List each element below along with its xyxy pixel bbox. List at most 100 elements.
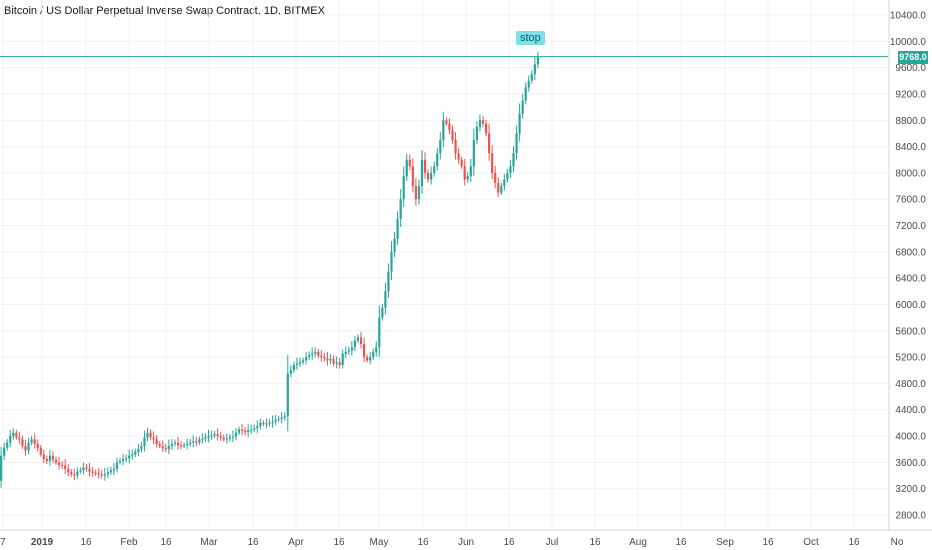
candle — [36, 439, 39, 452]
candle — [320, 350, 323, 362]
candle-body — [186, 443, 189, 446]
candle — [222, 434, 225, 442]
candle-body — [100, 474, 103, 476]
candle-body — [347, 350, 350, 352]
candle — [347, 346, 350, 355]
candle — [228, 433, 231, 442]
candle — [189, 439, 192, 447]
candle-body — [301, 360, 305, 363]
candle — [488, 123, 491, 161]
candle-body — [484, 123, 488, 134]
candle-body — [70, 472, 73, 475]
candle-body — [375, 347, 378, 352]
candle-body — [466, 176, 469, 180]
x-tick-label: 16 — [675, 537, 687, 548]
candle-body — [134, 451, 137, 455]
candle — [384, 282, 387, 315]
y-tick-label: 5600.0 — [895, 326, 926, 337]
candle-body — [393, 238, 396, 252]
candle-body — [405, 159, 408, 177]
candle — [451, 125, 454, 144]
candle — [274, 415, 277, 426]
candle — [234, 428, 238, 441]
candle-body — [286, 373, 289, 417]
candle-body — [265, 423, 268, 425]
y-tick-label: 3200.0 — [895, 484, 926, 495]
candle-body — [36, 443, 39, 448]
x-tick-label: Jun — [458, 537, 474, 548]
y-tick-label: 6000.0 — [895, 300, 926, 311]
x-tick-label: Mar — [200, 537, 218, 548]
candle-body — [372, 351, 375, 358]
candle — [332, 355, 335, 367]
candle — [439, 132, 442, 160]
y-tick-label: 4400.0 — [895, 405, 926, 416]
candle-body — [259, 422, 262, 427]
candle — [271, 415, 274, 428]
candle — [533, 57, 536, 80]
candle — [369, 352, 372, 365]
candle-body — [314, 351, 317, 354]
candle-body — [491, 153, 494, 173]
candle — [167, 439, 170, 455]
candle — [179, 441, 183, 450]
candle — [478, 114, 482, 132]
x-axis: 7 2019 16 Feb 16 Mar 16 Apr 16 May 16 Jun 16 Jul 16 Aug… — [0, 529, 932, 548]
candle-body — [183, 445, 186, 447]
candle-body — [118, 461, 122, 463]
stop-annotation[interactable]: stop — [516, 31, 545, 45]
candle-body — [179, 445, 183, 447]
candle-body — [237, 429, 241, 433]
candle — [256, 420, 259, 433]
candle-body — [195, 441, 198, 443]
candle-body — [509, 166, 512, 173]
candle-body — [167, 445, 170, 450]
candle — [170, 439, 173, 450]
candle — [155, 434, 158, 448]
candle — [30, 436, 33, 446]
candle-body — [94, 472, 97, 474]
candle-body — [423, 159, 427, 173]
candle-body — [359, 337, 363, 344]
candle-body — [0, 455, 3, 481]
candle — [118, 458, 122, 465]
candle-body — [402, 176, 405, 200]
chart-title: Bitcoin / US Dollar Perpetual Inverse Sw… — [4, 5, 325, 17]
candle-body — [24, 445, 27, 451]
candle-body — [189, 442, 192, 444]
candle-body — [280, 417, 283, 419]
candle-body — [381, 307, 384, 318]
candle-body — [109, 470, 112, 473]
y-axis: 10400.0 10000.0 9600.0 9200.0 8800.0 8400.0 80… — [888, 0, 926, 530]
candle-body — [128, 455, 131, 459]
candle-body — [335, 362, 338, 364]
x-tick-label: 16 — [589, 537, 601, 548]
candle — [204, 433, 207, 442]
candle — [253, 424, 256, 433]
candle-body — [469, 166, 472, 177]
candle-body — [48, 455, 51, 462]
candle-body — [350, 347, 353, 351]
candle — [97, 468, 100, 479]
candle-body — [91, 471, 94, 473]
candle-body — [457, 153, 460, 160]
candle — [469, 159, 472, 182]
candle — [326, 351, 329, 366]
candle-body — [515, 133, 518, 154]
candle-body — [323, 357, 326, 359]
candle — [64, 459, 67, 475]
candle — [344, 346, 347, 359]
candle — [396, 211, 399, 245]
candle-body — [225, 438, 228, 440]
candle — [210, 430, 213, 440]
x-tick-label: Aug — [629, 537, 647, 548]
candle — [149, 429, 152, 441]
candle-body — [15, 432, 18, 438]
candle-body — [295, 363, 299, 365]
candle — [76, 467, 79, 479]
candle — [21, 435, 24, 450]
candle — [94, 469, 97, 477]
candle-body — [170, 443, 173, 446]
candle — [283, 412, 286, 421]
candle — [201, 433, 204, 444]
